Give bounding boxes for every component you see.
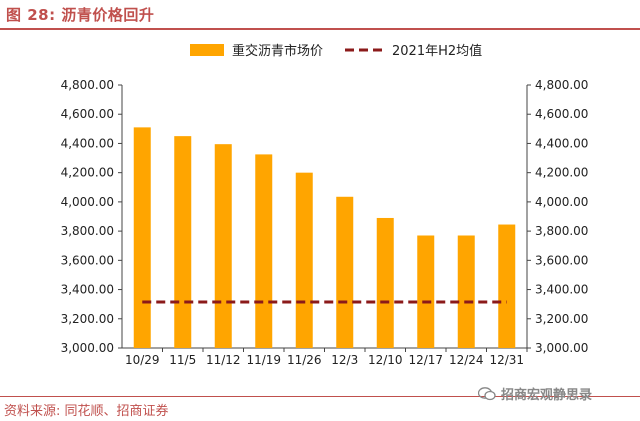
y-tick-label-left: 3,800.00 — [61, 224, 114, 238]
plot-area: 3,000.00 3,000.00 3,200.00 3,200.00 3,400.00… — [61, 78, 589, 367]
y-tick-label-left: 4,000.00 — [61, 195, 114, 209]
bar — [457, 235, 475, 348]
bar — [417, 235, 435, 348]
source-note: 资料来源: 同花顺、招商证券 — [4, 404, 169, 419]
watermark-text: 招商宏观静思录 — [501, 388, 593, 403]
x-tick-label: 12/24 — [449, 353, 484, 367]
y-tick-label-left: 4,200.00 — [61, 166, 114, 180]
y-tick-label-right: 4,200.00 — [535, 166, 588, 180]
y-tick-label-left: 3,000.00 — [61, 341, 114, 355]
figure-title: 图 28: 沥青价格回升 — [6, 6, 155, 24]
x-tick-label: 12/3 — [331, 353, 358, 367]
x-tick-label: 12/10 — [368, 353, 403, 367]
x-tick-label: 11/5 — [169, 353, 196, 367]
footer-divider — [0, 396, 640, 397]
legend-line-label: 2021年H2均值 — [392, 43, 482, 59]
y-tick-label-right: 3,800.00 — [535, 224, 588, 238]
x-tick-label: 12/31 — [489, 353, 524, 367]
bar — [295, 172, 313, 348]
title-divider — [0, 28, 640, 30]
x-tick-label: 11/12 — [206, 353, 241, 367]
wechat-icon — [478, 386, 496, 400]
y-tick-label-right: 4,600.00 — [535, 107, 588, 121]
legend-bar-label: 重交沥青市场价 — [232, 43, 323, 59]
y-tick-label-right: 3,000.00 — [535, 341, 588, 355]
x-tick-label: 10/29 — [125, 353, 160, 367]
bar — [255, 154, 273, 348]
y-tick-label-left: 3,400.00 — [61, 283, 114, 297]
bar — [498, 224, 516, 348]
y-tick-label-left: 3,600.00 — [61, 253, 114, 267]
x-tick-label: 11/19 — [246, 353, 281, 367]
bar — [376, 217, 394, 348]
y-tick-label-left: 4,400.00 — [61, 136, 114, 150]
bar — [133, 127, 151, 348]
legend: 重交沥青市场价 2021年H2均值 — [190, 43, 482, 59]
bar — [336, 196, 354, 348]
legend-bar-swatch — [190, 44, 224, 56]
y-tick-label-right: 3,200.00 — [535, 312, 588, 326]
bar — [174, 136, 192, 348]
bar — [214, 144, 232, 348]
y-tick-label-right: 4,000.00 — [535, 195, 588, 209]
y-tick-label-right: 3,600.00 — [535, 253, 588, 267]
y-tick-label-right: 4,400.00 — [535, 136, 588, 150]
watermark: 招商宏观静思录 — [478, 384, 592, 403]
y-tick-label-right: 4,800.00 — [535, 78, 588, 92]
y-tick-label-left: 4,800.00 — [61, 78, 114, 92]
x-tick-label: 12/17 — [408, 353, 443, 367]
y-tick-label-left: 3,200.00 — [61, 312, 114, 326]
y-tick-label-right: 3,400.00 — [535, 283, 588, 297]
x-tick-label: 11/26 — [287, 353, 322, 367]
y-tick-label-left: 4,600.00 — [61, 107, 114, 121]
